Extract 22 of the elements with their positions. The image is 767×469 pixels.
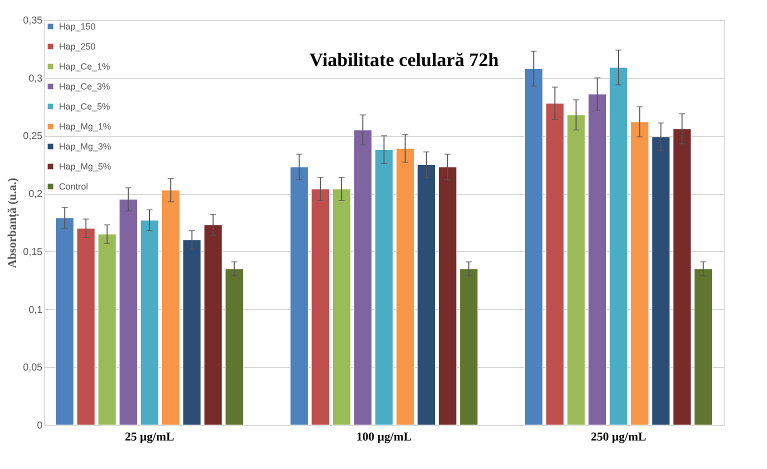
legend-label: Control bbox=[59, 182, 88, 192]
y-tick-label: 0,25 bbox=[23, 131, 43, 142]
legend-label: Hap_Ce_1% bbox=[59, 62, 110, 72]
x-tick-label: 25 µg/mL bbox=[124, 430, 174, 444]
x-tick-label: 100 µg/mL bbox=[356, 430, 412, 444]
y-tick-label: 0,1 bbox=[28, 304, 43, 316]
legend-label: Hap_Mg_5% bbox=[59, 162, 112, 172]
y-tick-label: 0,3 bbox=[28, 73, 43, 84]
y-tick-label: 0,05 bbox=[23, 362, 43, 374]
legend-label: Hap_Ce_3% bbox=[59, 82, 110, 92]
y-tick-label: 0,2 bbox=[28, 189, 43, 200]
y-axis-title: Absorbanță (u.a.) bbox=[5, 178, 20, 268]
legend-label: Hap_Mg_3% bbox=[59, 142, 112, 152]
y-tick-label: 0 bbox=[36, 420, 43, 432]
y-tick-label: 0,35 bbox=[23, 16, 43, 26]
legend-label: Hap_250 bbox=[59, 42, 96, 52]
x-tick-label: 250 µg/mL bbox=[590, 430, 646, 444]
legend-label: Hap_Ce_5% bbox=[59, 102, 110, 112]
text: Viabilitate celulară 72h bbox=[309, 50, 500, 71]
legend-label: Hap_Mg_1% bbox=[59, 122, 112, 132]
y-tick-label: 0,15 bbox=[23, 246, 43, 258]
legend-label: Hap_150 bbox=[59, 22, 96, 32]
